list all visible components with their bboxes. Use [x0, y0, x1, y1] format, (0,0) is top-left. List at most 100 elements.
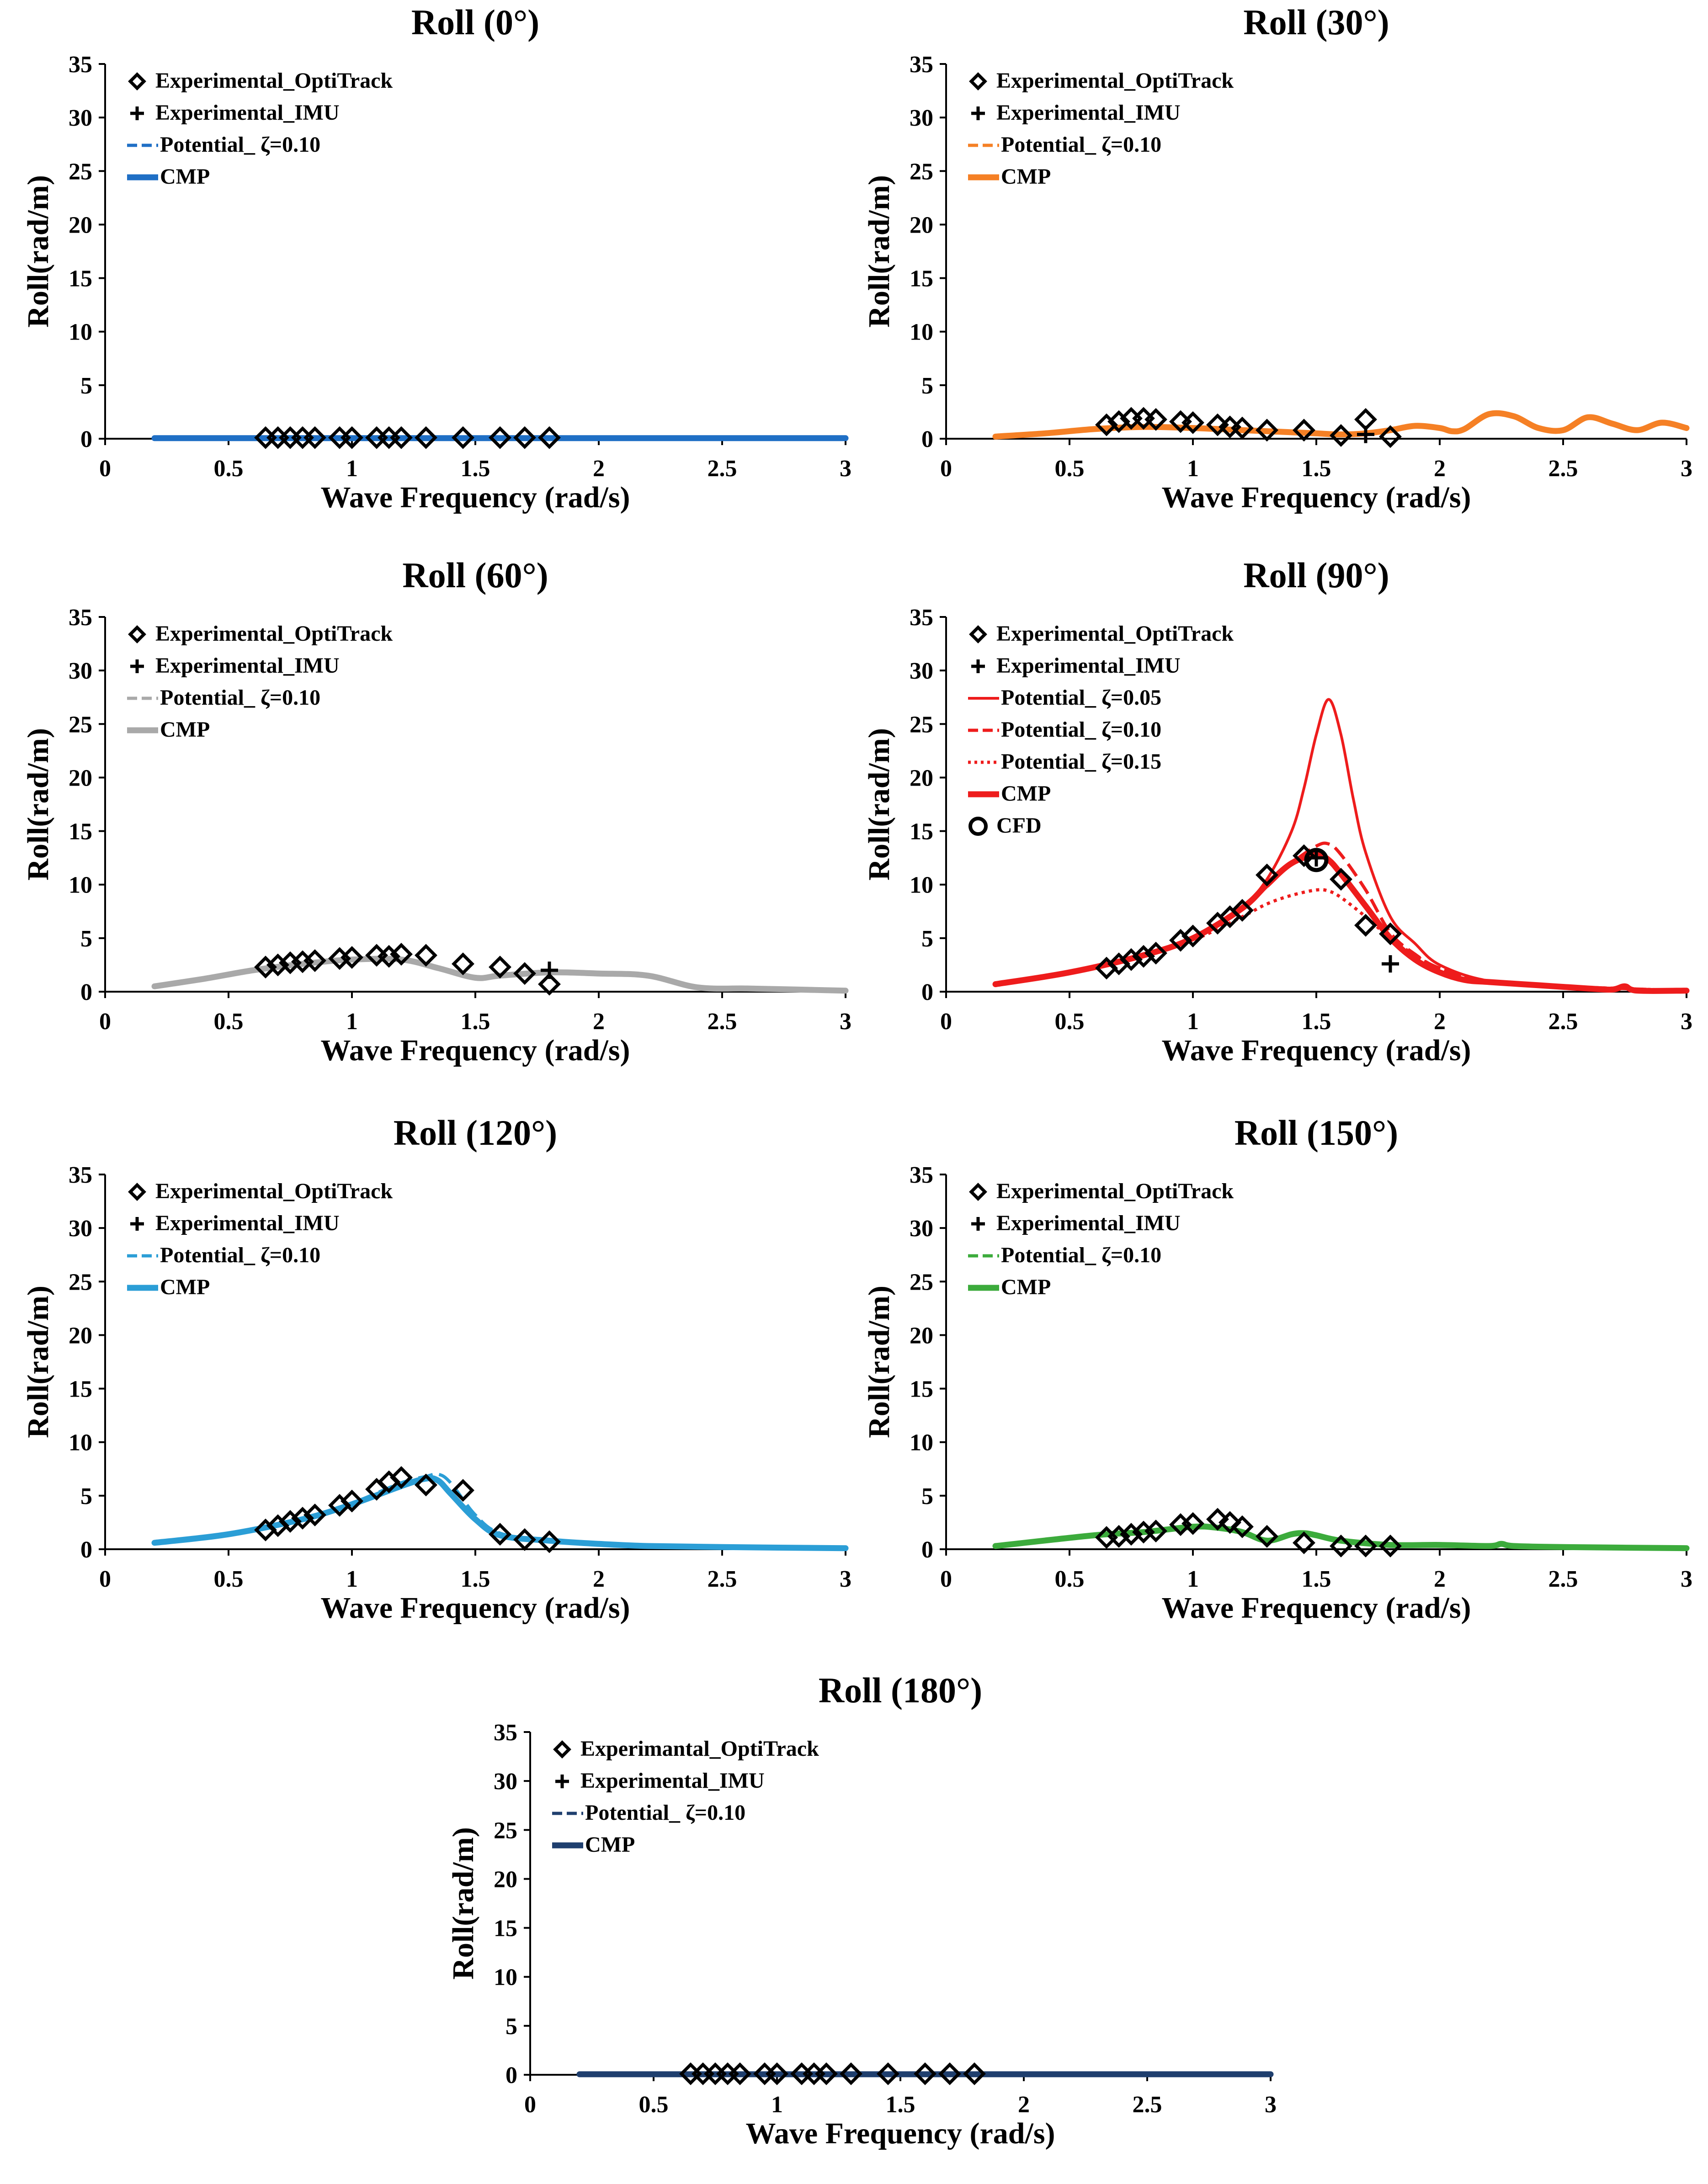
chart-svg: Roll (150°) 0 5 10 15 20 25 30 35 0 0.5 1 1.5 2 2.5 3 Wa… — [862, 1113, 1692, 1625]
chart-roll-60: Roll (60°) 0 5 10 15 20 25 30 35 0 0.5 1 1.5 2 2.5 3 Wav… — [18, 553, 851, 1088]
x-tick-label: 2.5 — [708, 456, 737, 482]
optitrack-point — [914, 2062, 936, 2085]
chart-roll-0: Roll (0°) 0 5 10 15 20 25 30 35 0 0.5 1 1.5 2 2.5 3 Wave… — [18, 0, 851, 535]
legend-label: Experimental_OptiTrack — [996, 622, 1234, 646]
optitrack-point — [1107, 410, 1130, 433]
y-tick-label: 5 — [80, 1483, 92, 1509]
legend-item: CMP — [127, 1275, 210, 1299]
x-tick-label: 2.5 — [1133, 2092, 1162, 2118]
optitrack-point — [390, 1466, 413, 1489]
chart-svg: Roll (60°) 0 5 10 15 20 25 30 35 0 0.5 1 1.5 2 2.5 3 Wav… — [21, 555, 851, 1067]
x-tick-label: 2 — [1434, 1009, 1446, 1035]
y-tick-label: 20 — [69, 765, 92, 791]
legend-item: Experimental_IMU — [971, 101, 1181, 125]
x-tick-label: 2 — [593, 1009, 605, 1035]
series-line — [992, 1523, 1690, 1552]
optitrack-point — [1132, 945, 1155, 968]
y-tick-label: 30 — [69, 658, 92, 684]
optitrack-point — [1206, 1508, 1229, 1531]
y-tick-label: 20 — [910, 212, 933, 238]
x-tick-label: 1.5 — [461, 1566, 490, 1592]
series-line — [995, 888, 1687, 993]
y-tick-label: 35 — [910, 605, 933, 631]
y-tick-label: 15 — [69, 819, 92, 845]
optitrack-point — [303, 1504, 326, 1526]
y-tick-label: 5 — [921, 1483, 933, 1509]
legend-label: Potential_ ζ=0.10 — [160, 133, 320, 157]
legend-item: Potential_ ζ=0.10 — [127, 1243, 320, 1267]
x-tick-label: 1 — [771, 2092, 783, 2118]
optitrack-point — [1354, 914, 1377, 937]
legend-item: Potential_ ζ=0.10 — [127, 133, 320, 157]
x-axis-label: Wave Frequency (rad/s) — [745, 2117, 1055, 2150]
optitrack-point — [1231, 1515, 1254, 1538]
optitrack-point — [1379, 425, 1402, 448]
legend-label: Experimental_OptiTrack — [155, 1179, 393, 1203]
x-tick-label: 0.5 — [1055, 456, 1085, 482]
y-tick-label: 20 — [69, 1323, 92, 1349]
x-axis-label: Wave Frequency (rad/s) — [1161, 1591, 1471, 1625]
y-tick-label: 10 — [910, 319, 933, 345]
chart-svg: Roll (180°) 0 5 10 15 20 25 30 35 0 0.5 1 1.5 2 2.5 3 Wa… — [447, 1670, 1277, 2150]
series-line — [992, 851, 1690, 994]
y-tick-label: 10 — [69, 872, 92, 898]
legend-label: Potential_ ζ=0.10 — [1001, 717, 1161, 742]
y-tick-label: 25 — [69, 712, 92, 738]
legend-label: CMP — [1001, 165, 1051, 189]
optitrack-point — [452, 426, 474, 449]
y-axis-label: Roll(rad/m) — [862, 175, 896, 328]
legend-item: Experimental_OptiTrack — [969, 69, 1234, 93]
y-tick-label: 5 — [80, 926, 92, 952]
x-tick-label: 2.5 — [708, 1566, 737, 1592]
legend-item: Experimental_OptiTrack — [128, 622, 393, 646]
x-tick-label: 2 — [593, 456, 605, 482]
x-tick-label: 1 — [346, 456, 358, 482]
y-tick-label: 0 — [80, 426, 92, 452]
optitrack-point — [489, 956, 511, 979]
legend-item: Experimental_OptiTrack — [128, 1179, 393, 1203]
legend-item: Experimental_OptiTrack — [128, 69, 393, 93]
optitrack-point — [1256, 1525, 1278, 1548]
x-tick-label: 1.5 — [461, 456, 490, 482]
x-axis-label: Wave Frequency (rad/s) — [320, 1034, 630, 1067]
optitrack-point — [513, 1528, 536, 1551]
legend-label: Experimental_IMU — [996, 654, 1181, 678]
y-tick-label: 15 — [69, 1376, 92, 1403]
x-tick-label: 1 — [1187, 1566, 1199, 1592]
legend-label: Experimental_IMU — [155, 1211, 340, 1235]
optitrack-point — [415, 1473, 437, 1497]
x-tick-label: 1 — [1187, 1009, 1199, 1035]
optitrack-point — [538, 972, 561, 996]
y-tick-label: 25 — [910, 1269, 933, 1295]
x-tick-label: 1.5 — [1302, 1009, 1331, 1035]
legend-label: Experimental_OptiTrack — [996, 1179, 1234, 1203]
y-tick-label: 15 — [69, 266, 92, 292]
legend-item: Potential_ ζ=0.10 — [968, 133, 1161, 157]
x-tick-label: 1.5 — [886, 2092, 915, 2118]
optitrack-point — [1379, 1535, 1402, 1557]
series-line — [151, 1475, 849, 1552]
legend-label: Potential_ ζ=0.10 — [160, 685, 320, 710]
legend-label: CMP — [160, 1275, 210, 1299]
optitrack-point — [415, 426, 437, 449]
legend-item: Potential_ ζ=0.10 — [968, 1243, 1161, 1267]
x-tick-label: 2 — [1018, 2092, 1030, 2118]
optitrack-point — [963, 2062, 986, 2085]
legend-label: Experimental_IMU — [155, 654, 340, 678]
optitrack-point — [1256, 419, 1278, 442]
optitrack-point — [815, 2062, 838, 2085]
optitrack-point — [303, 949, 326, 972]
chart-svg: Roll (30°) 0 5 10 15 20 25 30 35 0 0.5 1 1.5 2 2.5 3 Wav… — [862, 2, 1692, 514]
optitrack-point — [390, 943, 413, 966]
y-tick-label: 0 — [921, 426, 933, 452]
x-tick-label: 2.5 — [708, 1009, 737, 1035]
optitrack-point — [938, 2062, 961, 2085]
y-tick-label: 35 — [494, 1720, 517, 1746]
chart-title: Roll (30°) — [1243, 2, 1389, 42]
legend-item: Experimental_IMU — [971, 654, 1181, 678]
legend-swatch — [130, 659, 144, 673]
y-tick-label: 20 — [910, 765, 933, 791]
y-tick-label: 35 — [69, 1162, 92, 1188]
optitrack-point — [1144, 1520, 1167, 1543]
y-tick-label: 10 — [69, 1430, 92, 1456]
